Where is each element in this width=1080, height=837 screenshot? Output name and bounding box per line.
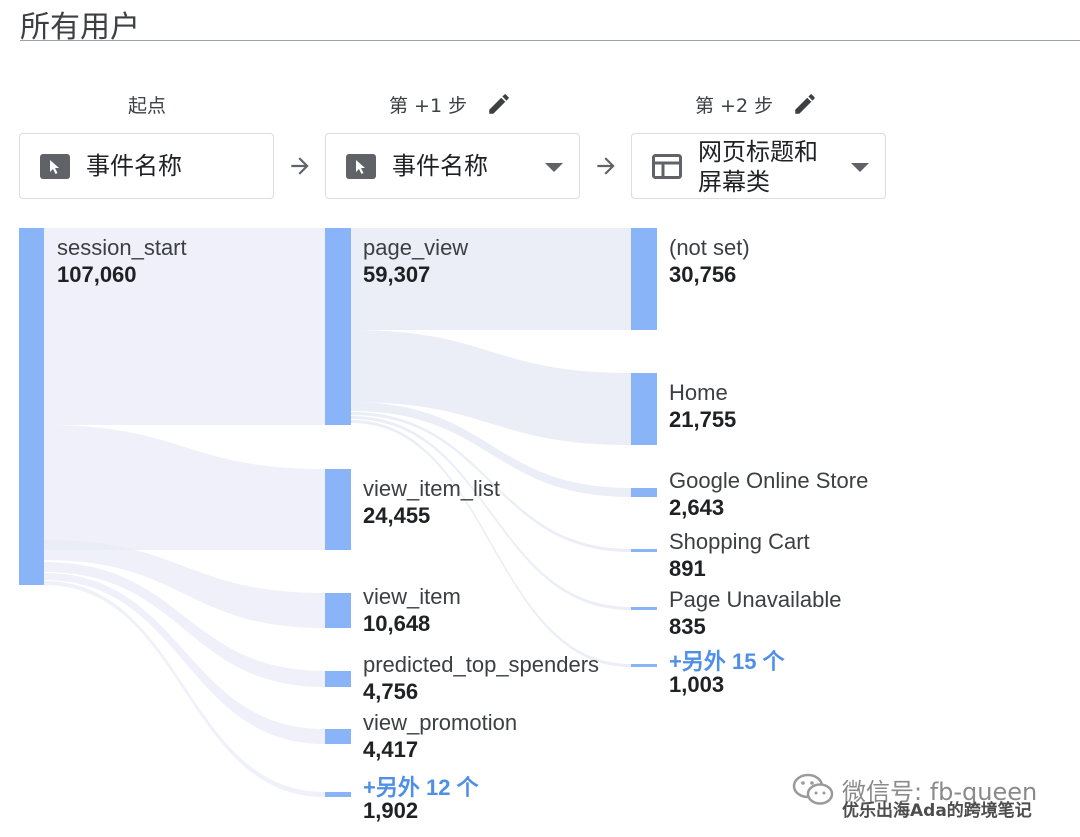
flow-link [44, 540, 325, 628]
flow-link [351, 228, 631, 330]
node-value: 4,756 [363, 679, 419, 704]
flow-link [44, 228, 325, 425]
node-value: 1,003 [669, 672, 725, 697]
node-name[interactable]: view_item [363, 584, 461, 609]
flow-link [351, 416, 631, 610]
header-divider [20, 40, 1080, 41]
node-value: 10,648 [363, 611, 431, 636]
node-value: 30,756 [669, 262, 737, 287]
node-name[interactable]: Shopping Cart [669, 529, 810, 554]
arrow-right-icon [597, 157, 615, 175]
webpage-icon [652, 154, 682, 179]
node-name[interactable]: Page Unavailable [669, 587, 842, 612]
chevron-down-icon[interactable] [851, 163, 869, 172]
flow-link [44, 425, 325, 550]
flow-link [44, 581, 325, 797]
flow-link [351, 402, 631, 497]
node-value: 2,643 [669, 495, 725, 520]
node-value: 4,417 [363, 737, 419, 762]
node-name[interactable]: Home [669, 380, 728, 405]
node-bar-page-unavailable[interactable] [631, 607, 657, 610]
node-bar-more-events[interactable] [325, 792, 351, 797]
node-bar-view-item-list[interactable] [325, 469, 351, 550]
cursor-icon [346, 154, 376, 179]
step1-dimension-selector[interactable]: 事件名称 [325, 133, 580, 199]
selector-label-line2: 屏幕类 [698, 168, 770, 196]
node-bar-google-online-store[interactable] [631, 488, 657, 497]
node-name[interactable]: predicted_top_spenders [363, 652, 600, 677]
flow-link [351, 420, 631, 667]
node-bar-home[interactable] [631, 373, 657, 445]
column-header-step1: 第 +1 步 [389, 95, 468, 117]
selector-label: 事件名称 [86, 152, 182, 180]
flow-link [351, 330, 631, 445]
arrow-right-icon [291, 157, 309, 175]
node-value: 891 [669, 556, 706, 581]
watermark-account-name: 优乐出海Ada的跨境笔记 [842, 801, 1032, 821]
flow-link [351, 412, 631, 552]
flow-link [44, 573, 325, 744]
more-events-link[interactable]: +另外 12 个 [363, 775, 479, 800]
node-value: 107,060 [57, 262, 137, 287]
node-name[interactable]: Google Online Store [669, 468, 869, 493]
node-value: 59,307 [363, 262, 431, 287]
column-header-step2: 第 +2 步 [695, 95, 774, 117]
watermark-wechat-id: 微信号: fb-queen [842, 778, 1038, 806]
node-name[interactable]: page_view [363, 235, 469, 260]
node-bar-shopping-cart[interactable] [631, 549, 657, 552]
flow-link [44, 562, 325, 687]
node-value: 1,902 [363, 798, 419, 823]
node-bar-view-item[interactable] [325, 593, 351, 628]
step2-dimension-selector[interactable]: 网页标题和 屏幕类 [631, 133, 886, 199]
node-name[interactable]: (not set) [669, 235, 750, 260]
node-bar-session-start[interactable] [19, 228, 44, 585]
node-bar-more-pages[interactable] [631, 664, 657, 667]
start-dimension-selector: 事件名称 [19, 133, 274, 199]
node-bar-not-set[interactable] [631, 228, 657, 330]
page-title: 所有用户 [20, 10, 140, 45]
selector-label: 事件名称 [392, 152, 488, 180]
node-name[interactable]: view_promotion [363, 710, 518, 735]
node-value: 21,755 [669, 407, 737, 432]
node-bar-view-promotion[interactable] [325, 729, 351, 744]
pencil-icon[interactable] [486, 91, 512, 117]
node-name[interactable]: view_item_list [363, 476, 500, 501]
cursor-icon [40, 154, 70, 179]
node-value: 835 [669, 614, 706, 639]
more-pages-link[interactable]: +另外 15 个 [669, 649, 785, 674]
wechat-icon [792, 773, 834, 805]
column-header-start: 起点 [128, 95, 167, 117]
node-bar-predicted-top-spenders[interactable] [325, 671, 351, 687]
selector-label-line1: 网页标题和 [698, 138, 818, 166]
chevron-down-icon[interactable] [545, 163, 563, 172]
node-value: 24,455 [363, 503, 431, 528]
node-bar-page-view[interactable] [325, 228, 351, 425]
pencil-icon[interactable] [792, 91, 818, 117]
node-name[interactable]: session_start [57, 235, 187, 260]
